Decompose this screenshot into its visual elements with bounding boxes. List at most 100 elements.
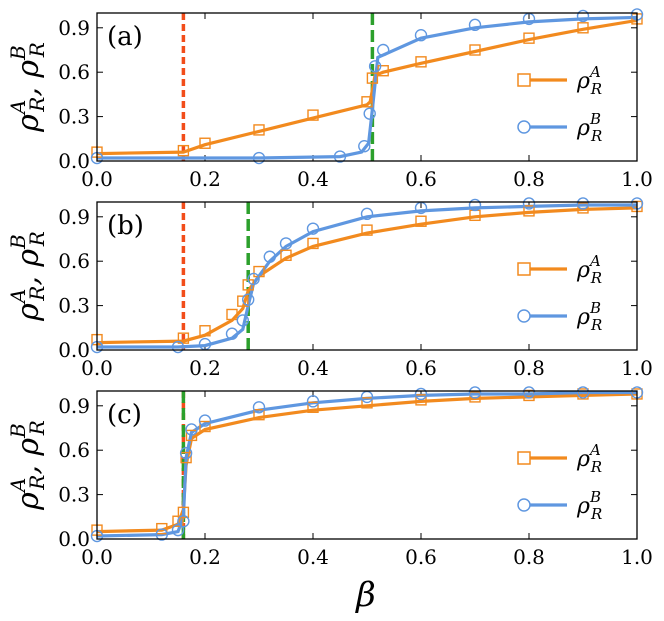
series-b-marker xyxy=(177,515,190,528)
legend: ρA R ρB R xyxy=(517,252,602,334)
series-a-marker xyxy=(307,237,319,250)
panel-c: 0.0 0.2 0.4 0.6 0.8 1.00.00.30.60.9 (c)ρA RρB Rρ… xyxy=(6,386,653,569)
series-a-marker xyxy=(577,22,589,34)
series-b-marker xyxy=(358,139,371,153)
series-a-marker xyxy=(307,109,319,121)
x-axis-label: β xyxy=(354,575,376,615)
series-a-marker xyxy=(523,32,535,44)
series-b-marker xyxy=(155,528,169,541)
series-a-marker xyxy=(199,137,211,149)
series-b-marker xyxy=(377,43,390,57)
series-b-line xyxy=(97,15,638,160)
series-b-marker xyxy=(468,18,482,32)
series-a-marker xyxy=(415,215,427,227)
legend-square-marker xyxy=(517,451,531,465)
legend-label: ρB R xyxy=(576,488,602,523)
series-b-marker xyxy=(576,197,590,210)
series-b-marker xyxy=(225,327,239,340)
series-a-marker xyxy=(253,124,265,136)
y-tick-label: 0.6 xyxy=(58,249,90,273)
series-a-marker xyxy=(523,205,535,217)
series-a-marker xyxy=(577,202,589,214)
panel-b: 0.0 0.2 0.4 0.6 0.8 1.00.00.30.60.9 (b)ρA RρB Rρ… xyxy=(6,197,653,380)
x-tick-label: 0.4 xyxy=(297,356,329,380)
series-a-marker xyxy=(237,295,249,307)
series-b-marker xyxy=(279,237,293,250)
legend-square-marker xyxy=(517,262,531,276)
y-tick-label: 0.0 xyxy=(58,338,90,362)
x-tick-label: 1.0 xyxy=(621,167,653,191)
x-tick-label: 0.0 xyxy=(81,545,113,569)
x-tick-label: 0.4 xyxy=(297,167,329,191)
legend-label: ρA R xyxy=(576,441,602,476)
series-a-marker xyxy=(415,56,427,68)
x-tick-label: 0.2 xyxy=(189,167,221,191)
series-a-line xyxy=(96,392,638,534)
legend-label: ρB R xyxy=(576,110,602,145)
series-b-marker xyxy=(576,386,590,399)
series-b-marker xyxy=(252,401,266,414)
panel-label: (c) xyxy=(107,400,142,430)
y-tick-label: 0.3 xyxy=(58,294,90,318)
series-a-marker xyxy=(366,72,379,84)
series-a-marker xyxy=(177,506,190,519)
series-a-marker xyxy=(280,249,292,261)
x-tick-label: 0.0 xyxy=(81,167,113,191)
series-b-marker xyxy=(179,446,193,460)
x-tick-label: 0.6 xyxy=(405,545,437,569)
series-b-marker xyxy=(414,387,428,401)
x-tick-label: 0.8 xyxy=(513,545,545,569)
series-b-marker xyxy=(468,386,482,399)
legend: ρA R ρB R xyxy=(517,441,602,523)
series-a-marker xyxy=(177,332,190,344)
y-axis-label: ρAR, ρBR xyxy=(6,42,49,133)
series-a-marker xyxy=(307,401,319,413)
series-b-marker xyxy=(576,9,590,23)
series-a-marker xyxy=(185,429,198,442)
y-tick-label: 0.6 xyxy=(58,60,90,84)
panel-a: 0.0 0.2 0.4 0.6 0.8 1.00.00.30.60.9 (a)ρA RρB Rρ… xyxy=(6,8,653,191)
x-tick-label: 0.8 xyxy=(513,167,545,191)
series-b-marker xyxy=(306,395,320,408)
series-b-marker xyxy=(171,523,185,537)
series-b-marker xyxy=(198,414,212,427)
y-tick-label: 0.9 xyxy=(58,205,90,229)
series-a-marker xyxy=(156,522,168,535)
series-a-marker xyxy=(180,451,192,464)
series-a-marker xyxy=(253,408,265,421)
legend-label: ρA R xyxy=(576,63,602,98)
series-a-line xyxy=(96,206,638,345)
y-axis-label: ρAR, ρBR xyxy=(6,231,49,322)
plot-frame xyxy=(96,201,638,351)
y-tick-label: 0.0 xyxy=(58,527,90,551)
series-b-marker xyxy=(360,207,374,221)
series-b-marker xyxy=(306,222,320,235)
series-a-marker xyxy=(361,397,373,409)
plot-frame xyxy=(96,390,638,540)
x-tick-label: 0.8 xyxy=(513,356,545,380)
series-b-marker xyxy=(247,272,260,286)
series-b-marker xyxy=(363,107,376,120)
y-tick-label: 0.3 xyxy=(58,483,90,507)
series-a-marker xyxy=(469,391,481,403)
series-a-line xyxy=(96,18,638,156)
x-tick-label: 0.4 xyxy=(297,545,329,569)
series-a-marker xyxy=(226,308,238,321)
x-tick-label: 1.0 xyxy=(621,356,653,380)
y-tick-label: 0.9 xyxy=(58,394,90,418)
series-a-marker xyxy=(199,325,211,337)
series-b-marker xyxy=(236,314,250,327)
legend-circle-marker xyxy=(517,498,531,512)
x-tick-label: 0.0 xyxy=(81,356,113,380)
series-a-marker xyxy=(177,144,190,157)
legend-circle-marker xyxy=(517,120,531,134)
legend-label: ρA R xyxy=(576,252,602,287)
series-a-marker xyxy=(361,224,373,236)
x-tick-label: 1.0 xyxy=(621,545,653,569)
x-tick-label: 0.2 xyxy=(189,356,221,380)
series-a-marker xyxy=(469,44,481,56)
series-b-marker xyxy=(468,198,482,212)
series-a-marker xyxy=(415,394,427,406)
series-b-marker xyxy=(252,151,266,165)
